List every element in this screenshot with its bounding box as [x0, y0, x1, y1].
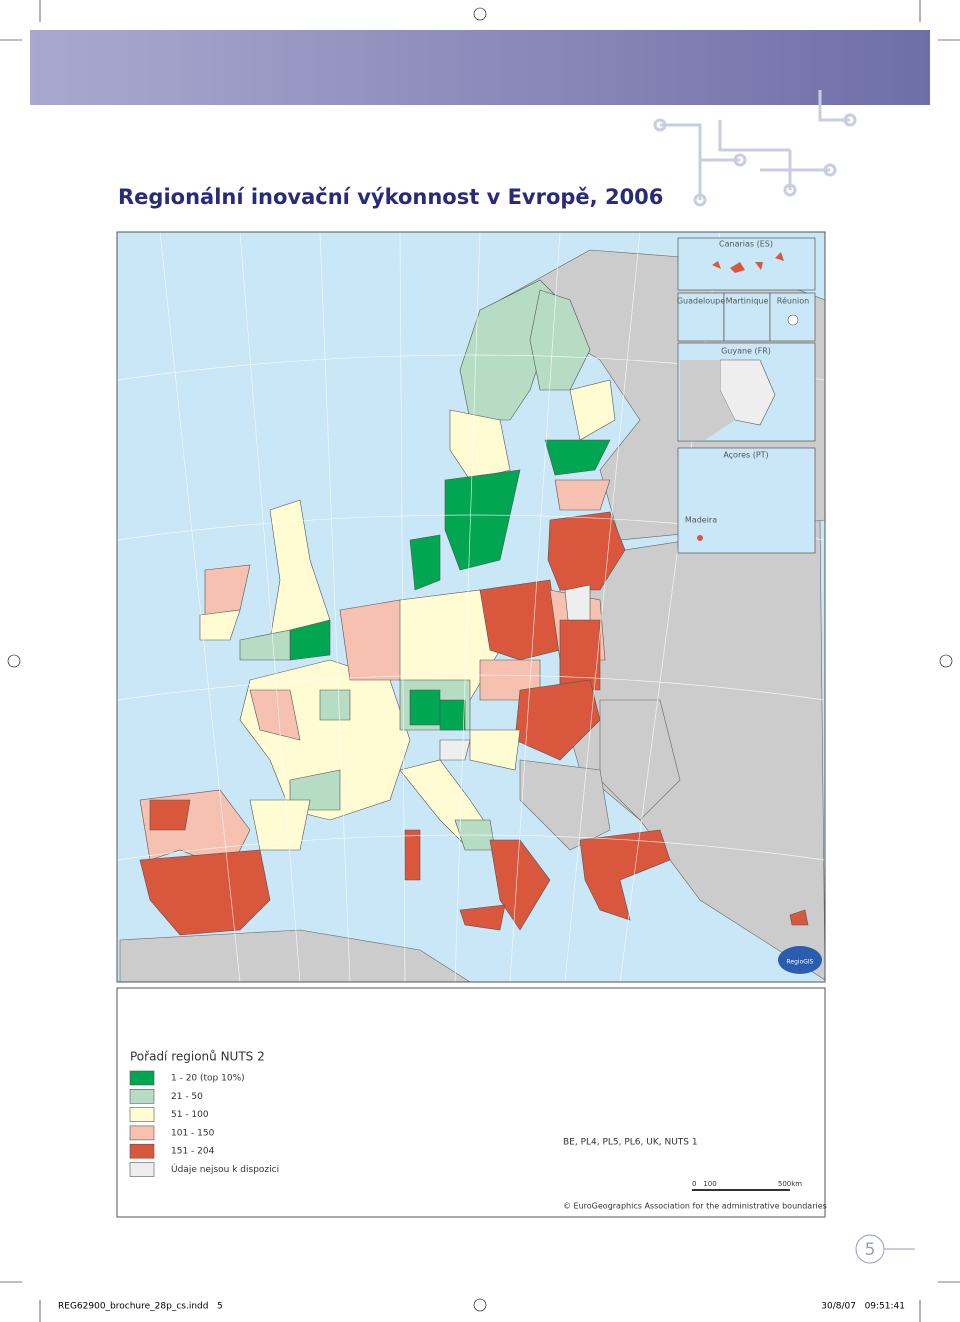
legend-swatch [129, 1162, 155, 1177]
legend-items: 1 - 20 (top 10%) 21 - 50 51 - 100 101 - 150… [129, 1070, 279, 1177]
legend-swatch [129, 1070, 155, 1086]
footer-file: REG62900_brochure_28p_cs.indd 5 [58, 1302, 223, 1312]
legend-label: 151 - 204 [171, 1147, 215, 1157]
scale-labels: 0 100 500km [692, 1180, 802, 1188]
legend-swatch [129, 1143, 155, 1159]
scale-label: 500km [778, 1180, 802, 1188]
page-number: 5 [865, 1240, 876, 1260]
legend-label: 21 - 50 [171, 1092, 203, 1102]
logo-text: RegioGIS [787, 959, 814, 966]
legend-title: Pořadí regionů NUTS 2 [130, 1050, 265, 1064]
legend-label: 51 - 100 [171, 1110, 209, 1120]
legend-swatch [129, 1125, 155, 1141]
insets [677, 237, 816, 554]
legend-note: BE, PL4, PL5, PL6, UK, NUTS 1 [563, 1138, 698, 1148]
scale-bar [692, 1187, 790, 1191]
map-frame [116, 231, 826, 983]
inset-label: Martinique [726, 297, 769, 306]
legend-swatch [129, 1107, 155, 1122]
inset-label: Açores (PT) [723, 451, 768, 460]
legend-label: 1 - 20 (top 10%) [171, 1074, 245, 1084]
legend-label: 101 - 150 [171, 1128, 215, 1138]
header-band [30, 30, 930, 105]
scale-label: 100 [703, 1180, 716, 1188]
title: Regionální inovační výkonnost v Evropě, … [118, 185, 663, 209]
legend-label: Údaje nejsou k dispozici [171, 1163, 279, 1175]
inset-label: Madeira [685, 516, 717, 525]
inset-labels: Canarias (ES) Guadeloupe Martinique Réunion… [677, 240, 809, 525]
footer-timestamp: 30/8/07 09:51:41 [821, 1302, 905, 1312]
copyright: © EuroGeographics Association for the ad… [563, 1202, 827, 1211]
inset-label: Réunion [777, 296, 809, 306]
logo-badge [778, 946, 822, 974]
inset-label: Guadeloupe [677, 297, 725, 306]
inset-label: Guyane (FR) [721, 347, 771, 356]
scale-label: 0 [692, 1180, 696, 1188]
legend-swatch [129, 1089, 155, 1104]
circuit-decoration [653, 90, 857, 207]
legend-box [116, 987, 826, 1218]
inset-label: Canarias (ES) [719, 240, 773, 249]
